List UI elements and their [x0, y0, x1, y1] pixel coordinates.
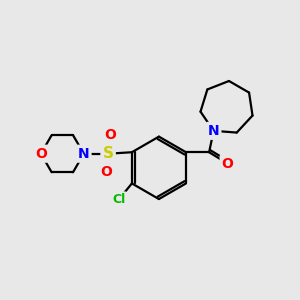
- Text: O: O: [105, 128, 116, 142]
- Text: O: O: [35, 147, 47, 161]
- Text: S: S: [103, 146, 114, 161]
- Text: O: O: [100, 165, 112, 179]
- Text: Cl: Cl: [112, 193, 125, 206]
- Text: O: O: [222, 157, 233, 170]
- Text: N: N: [208, 124, 219, 138]
- Text: N: N: [78, 147, 90, 161]
